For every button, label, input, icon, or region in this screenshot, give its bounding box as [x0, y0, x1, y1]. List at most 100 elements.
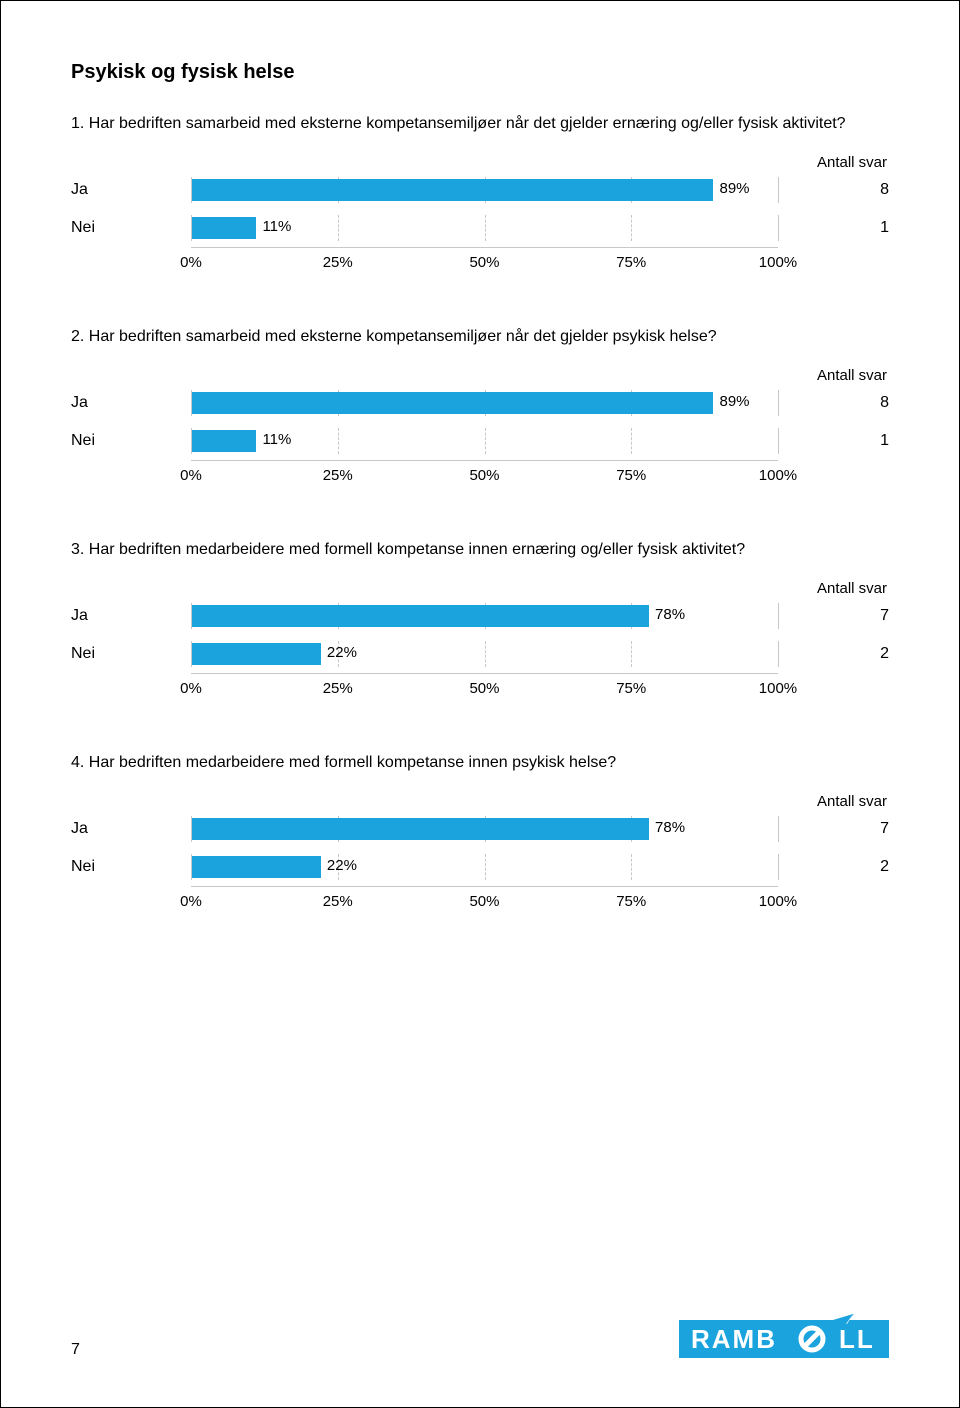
axis-row: 0%25%50%75%100% [71, 247, 889, 277]
row-count: 8 [829, 181, 889, 199]
tick-label: 0% [180, 254, 202, 271]
tick-label: 0% [180, 893, 202, 910]
page-number: 7 [71, 1341, 80, 1359]
question-block: 1. Har bedriften samarbeid med eksterne … [71, 112, 889, 277]
plot-area: 22% [191, 854, 778, 880]
plot-area: 11% [191, 428, 778, 454]
bar-pct-label: 22% [327, 644, 357, 661]
axis-zone: 0%25%50%75%100% [191, 673, 829, 703]
question-text: 1. Har bedriften samarbeid med eksterne … [71, 112, 889, 136]
gridline [778, 390, 779, 416]
gridline [485, 428, 486, 454]
bar [192, 643, 321, 665]
gridline [778, 215, 779, 241]
tick-label: 25% [323, 467, 353, 484]
gridline [338, 428, 339, 454]
count-header: Antall svar [71, 580, 889, 597]
question-text: 3. Har bedriften medarbeidere med formel… [71, 538, 889, 562]
gridline [631, 641, 632, 667]
count-header: Antall svar [71, 793, 889, 810]
axis-inner: 0%25%50%75%100% [191, 673, 778, 703]
row-count: 1 [829, 432, 889, 450]
axis-zone: 0%25%50%75%100% [191, 247, 829, 277]
count-header: Antall svar [71, 154, 889, 171]
axis-zone: 0%25%50%75%100% [191, 886, 829, 916]
plot-area: 11% [191, 215, 778, 241]
row-label: Ja [71, 820, 191, 838]
tick-label: 25% [323, 254, 353, 271]
chart-row: Nei 22% 2 [71, 641, 889, 667]
chart-row: Ja78%7 [71, 603, 889, 629]
plot-area: 78% [191, 603, 778, 629]
question-block: 4. Har bedriften medarbeidere med formel… [71, 751, 889, 916]
axis-zone: 0%25%50%75%100% [191, 460, 829, 490]
page-title: Psykisk og fysisk helse [71, 61, 889, 84]
gridline [631, 215, 632, 241]
bar-zone: 78% [191, 816, 829, 842]
bar-pct-label: 11% [262, 218, 291, 235]
axis-row: 0%25%50%75%100% [71, 460, 889, 490]
bar-zone: 89% [191, 177, 829, 203]
tick-label: 25% [323, 893, 353, 910]
chart-row: Ja89%8 [71, 390, 889, 416]
ramboll-logo: RAMB LL [679, 1314, 889, 1369]
count-header: Antall svar [71, 367, 889, 384]
plot-area: 89% [191, 177, 778, 203]
bar-zone: 22% [191, 854, 829, 880]
tick-label: 100% [759, 254, 797, 271]
row-count: 1 [829, 219, 889, 237]
bar-pct-label: 11% [262, 431, 291, 448]
row-label: Nei [71, 645, 191, 663]
row-label: Nei [71, 432, 191, 450]
axis-inner: 0%25%50%75%100% [191, 886, 778, 916]
tick-label: 50% [469, 254, 499, 271]
bar-pct-label: 89% [719, 180, 749, 197]
gridline [778, 177, 779, 203]
gridline [631, 428, 632, 454]
question-text: 4. Har bedriften medarbeidere med formel… [71, 751, 889, 775]
bar-pct-label: 22% [327, 857, 357, 874]
tick-label: 75% [616, 680, 646, 697]
tick-label: 50% [469, 893, 499, 910]
bar-zone: 11% [191, 428, 829, 454]
gridline [778, 816, 779, 842]
row-label: Nei [71, 219, 191, 237]
plot-area: 22% [191, 641, 778, 667]
row-count: 8 [829, 394, 889, 412]
question-block: 3. Har bedriften medarbeidere med formel… [71, 538, 889, 703]
tick-label: 100% [759, 893, 797, 910]
tick-label: 50% [469, 467, 499, 484]
gridline [778, 854, 779, 880]
tick-label: 0% [180, 680, 202, 697]
gridline [338, 215, 339, 241]
row-label: Nei [71, 858, 191, 876]
row-count: 2 [829, 645, 889, 663]
tick-label: 0% [180, 467, 202, 484]
bar [192, 430, 256, 452]
logo-text-1: RAMB [691, 1324, 777, 1354]
gridline [778, 603, 779, 629]
tick-label: 50% [469, 680, 499, 697]
gridline [485, 215, 486, 241]
tick-label: 75% [616, 893, 646, 910]
bar [192, 818, 649, 840]
row-count: 7 [829, 820, 889, 838]
bar-zone: 11% [191, 215, 829, 241]
logo-text-2: LL [839, 1324, 875, 1354]
gridline [778, 428, 779, 454]
tick-label: 75% [616, 467, 646, 484]
bar [192, 856, 321, 878]
bar-pct-label: 78% [655, 606, 685, 623]
questions-region: 1. Har bedriften samarbeid med eksterne … [71, 112, 889, 916]
tick-label: 100% [759, 680, 797, 697]
row-count: 2 [829, 858, 889, 876]
bar [192, 605, 649, 627]
bar [192, 217, 256, 239]
question-text: 2. Har bedriften samarbeid med eksterne … [71, 325, 889, 349]
tick-label: 25% [323, 680, 353, 697]
bar-pct-label: 78% [655, 819, 685, 836]
axis-inner: 0%25%50%75%100% [191, 247, 778, 277]
bar-pct-label: 89% [719, 393, 749, 410]
page-container: Psykisk og fysisk helse 1. Har bedriften… [0, 0, 960, 1408]
gridline [631, 854, 632, 880]
